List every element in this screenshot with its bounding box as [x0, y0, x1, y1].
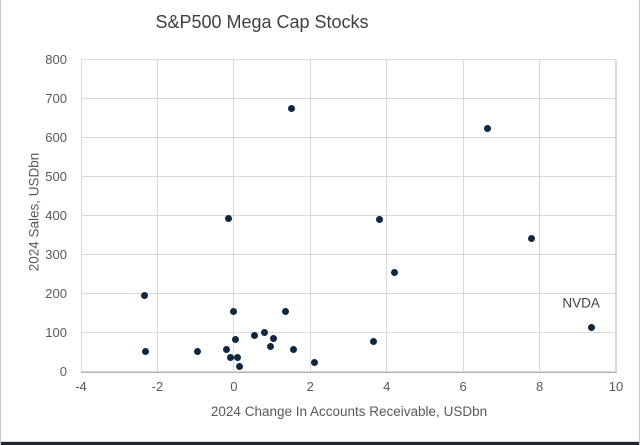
x-tick-label: 4: [383, 379, 391, 394]
gridline-vertical: [233, 59, 235, 372]
data-point: [270, 334, 278, 342]
y-tick-label: 500: [45, 168, 67, 184]
gridline-vertical: [80, 59, 82, 372]
x-axis-line: [81, 372, 617, 373]
y-tick-label: 600: [45, 129, 67, 145]
x-tick-label: -4: [75, 379, 87, 394]
data-point: [375, 215, 383, 223]
window-bottom-edge: [1, 441, 639, 445]
gridline-horizontal: [81, 293, 616, 294]
x-axis-title: 2024 Change In Accounts Receivable, USDb…: [210, 404, 488, 419]
gridline-horizontal: [81, 98, 616, 99]
gridline-vertical: [462, 59, 464, 372]
gridline-vertical: [156, 59, 158, 372]
y-tick-label: 100: [45, 324, 67, 340]
y-tick-label: 400: [45, 207, 67, 223]
x-tick-label: 10: [608, 379, 624, 394]
data-point: [587, 323, 595, 331]
data-point: [234, 354, 242, 362]
data-point: [260, 329, 268, 336]
data-point: [369, 337, 377, 345]
data-point: [226, 353, 234, 361]
x-tick-label: 6: [459, 379, 467, 394]
data-point: [222, 346, 230, 354]
data-point: [287, 104, 295, 112]
x-tick-label: 8: [535, 379, 544, 394]
y-tick-label: 800: [45, 51, 67, 67]
gridline-horizontal: [81, 176, 616, 177]
x-tick-label: -2: [151, 379, 164, 394]
data-point: [140, 291, 148, 299]
data-point-label: NVDA: [562, 295, 600, 311]
data-point: [310, 359, 318, 367]
gridline-vertical: [386, 59, 388, 372]
data-point: [484, 125, 492, 133]
gridline-horizontal: [81, 215, 616, 216]
data-point: [194, 347, 202, 355]
data-point: [266, 343, 274, 351]
y-tick-label: 0: [59, 363, 67, 379]
gridline-horizontal: [81, 59, 616, 60]
gridline-vertical: [539, 59, 541, 372]
data-point: [232, 335, 240, 343]
data-point: [142, 347, 150, 355]
gridline-vertical: [309, 59, 311, 372]
data-point: [251, 332, 259, 340]
gridline-horizontal: [81, 137, 616, 138]
y-tick-label: 700: [45, 90, 67, 106]
data-point: [281, 307, 289, 315]
y-tick-label: 300: [45, 246, 67, 262]
gridline-vertical: [615, 59, 617, 372]
data-point: [230, 307, 238, 315]
gridline-horizontal: [81, 254, 616, 255]
gridline-horizontal: [81, 371, 616, 372]
data-point: [236, 363, 244, 371]
x-tick-label: 2: [306, 379, 314, 394]
data-point: [224, 214, 232, 222]
x-tick-label: 0: [230, 379, 238, 394]
y-tick-label: 200: [45, 285, 67, 301]
chart-title: S&P500 Mega Cap Stocks: [155, 12, 369, 32]
data-point: [528, 234, 536, 242]
gridline-horizontal: [81, 332, 616, 333]
data-point: [390, 269, 398, 277]
data-point: [289, 345, 297, 353]
